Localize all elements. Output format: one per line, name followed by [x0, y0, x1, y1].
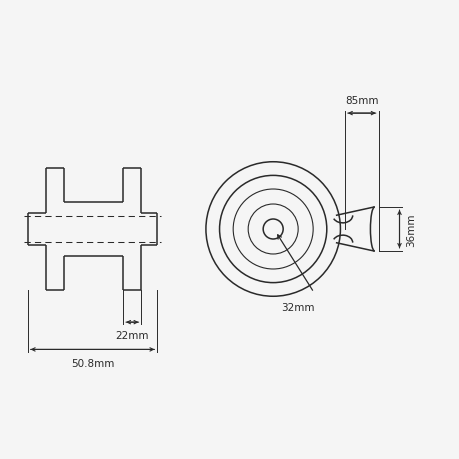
Text: 36mm: 36mm — [405, 213, 415, 246]
Text: 50.8mm: 50.8mm — [71, 358, 114, 368]
Text: 32mm: 32mm — [281, 302, 314, 312]
Text: 85mm: 85mm — [344, 96, 378, 106]
Text: 22mm: 22mm — [115, 330, 149, 341]
